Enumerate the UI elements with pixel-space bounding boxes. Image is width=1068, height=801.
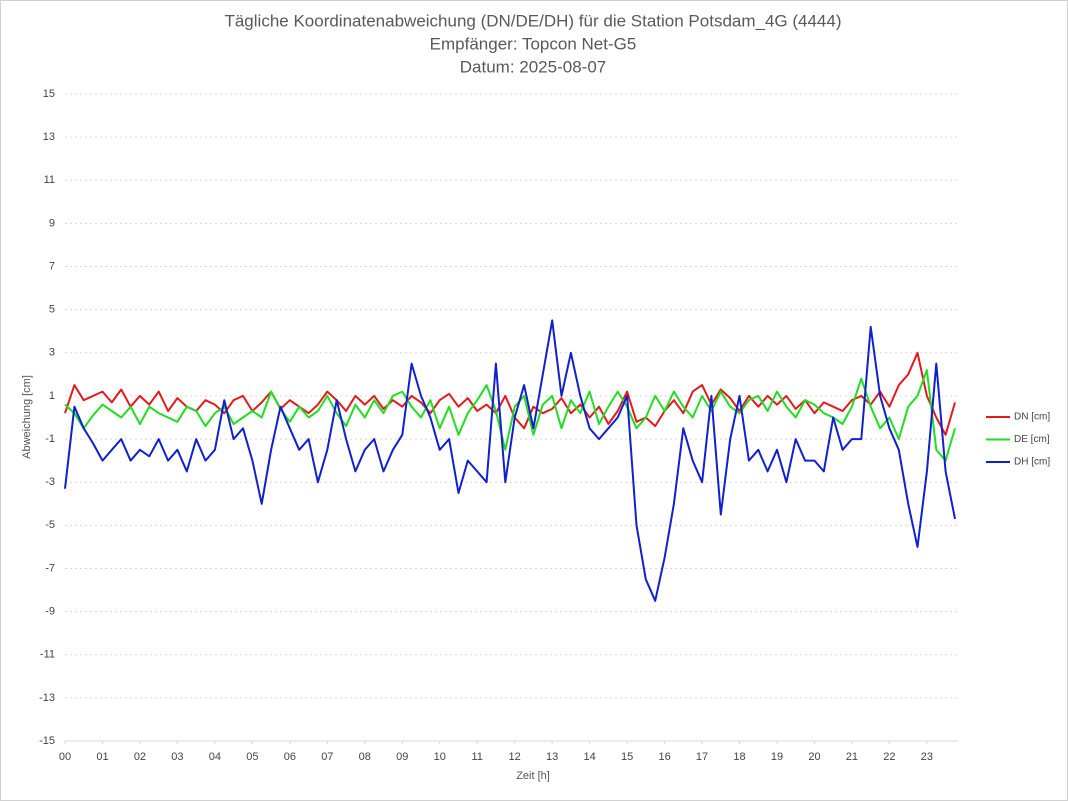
- x-tick-label: 10: [434, 751, 446, 763]
- y-tick-label: 13: [43, 131, 55, 143]
- x-tick-label: 20: [808, 751, 820, 763]
- y-tick-label: 5: [49, 304, 55, 316]
- legend-label: DH [cm]: [1014, 457, 1050, 468]
- x-tick-label: 23: [921, 751, 933, 763]
- x-tick-label: 15: [621, 751, 633, 763]
- y-tick-label: 9: [49, 217, 55, 229]
- x-tick-label: 12: [509, 751, 521, 763]
- chart-title: Tägliche Koordinatenabweichung (DN/DE/DH…: [224, 11, 841, 30]
- chart-subtitle: Empfänger: Topcon Net-G5: [430, 34, 637, 53]
- x-tick-label: 03: [171, 751, 183, 763]
- y-tick-label: 3: [49, 347, 55, 359]
- legend-label: DN [cm]: [1014, 412, 1050, 423]
- x-tick-label: 04: [209, 751, 221, 763]
- x-tick-label: 14: [584, 751, 596, 763]
- y-tick-label: -11: [40, 649, 55, 661]
- x-tick-label: 11: [472, 751, 483, 763]
- x-tick-label: 21: [846, 751, 858, 763]
- x-tick-label: 13: [546, 751, 558, 763]
- chart-subtitle: Datum: 2025-08-07: [460, 57, 606, 76]
- x-tick-label: 16: [658, 751, 670, 763]
- x-tick-label: 08: [359, 751, 371, 763]
- x-tick-label: 19: [771, 751, 783, 763]
- x-tick-label: 02: [134, 751, 146, 763]
- y-tick-label: -1: [45, 433, 55, 445]
- y-tick-label: -5: [45, 519, 55, 531]
- x-tick-label: 06: [284, 751, 296, 763]
- y-tick-label: 1: [49, 390, 55, 402]
- y-tick-label: -15: [39, 735, 55, 747]
- x-tick-label: 00: [59, 751, 71, 763]
- y-tick-label: 11: [44, 174, 55, 186]
- series-line: [64, 369, 956, 462]
- y-tick-label: -13: [39, 692, 55, 704]
- series-line: [64, 319, 956, 602]
- legend-label: DE [cm]: [1014, 434, 1050, 445]
- y-tick-label: -3: [45, 476, 55, 488]
- x-tick-label: 09: [396, 751, 408, 763]
- series-line: [64, 351, 956, 436]
- y-tick-label: 15: [43, 88, 55, 100]
- x-tick-label: 05: [246, 751, 258, 763]
- y-tick-label: -9: [45, 606, 55, 618]
- x-tick-label: 17: [696, 751, 708, 763]
- x-tick-label: 18: [733, 751, 745, 763]
- y-tick-label: 7: [49, 260, 55, 272]
- x-axis-label: Zeit [h]: [516, 770, 550, 782]
- x-tick-label: 07: [321, 751, 333, 763]
- y-tick-label: -7: [45, 562, 55, 574]
- x-tick-label: 22: [883, 751, 895, 763]
- x-tick-label: 01: [96, 751, 108, 763]
- y-axis-label: Abweichung [cm]: [21, 375, 33, 459]
